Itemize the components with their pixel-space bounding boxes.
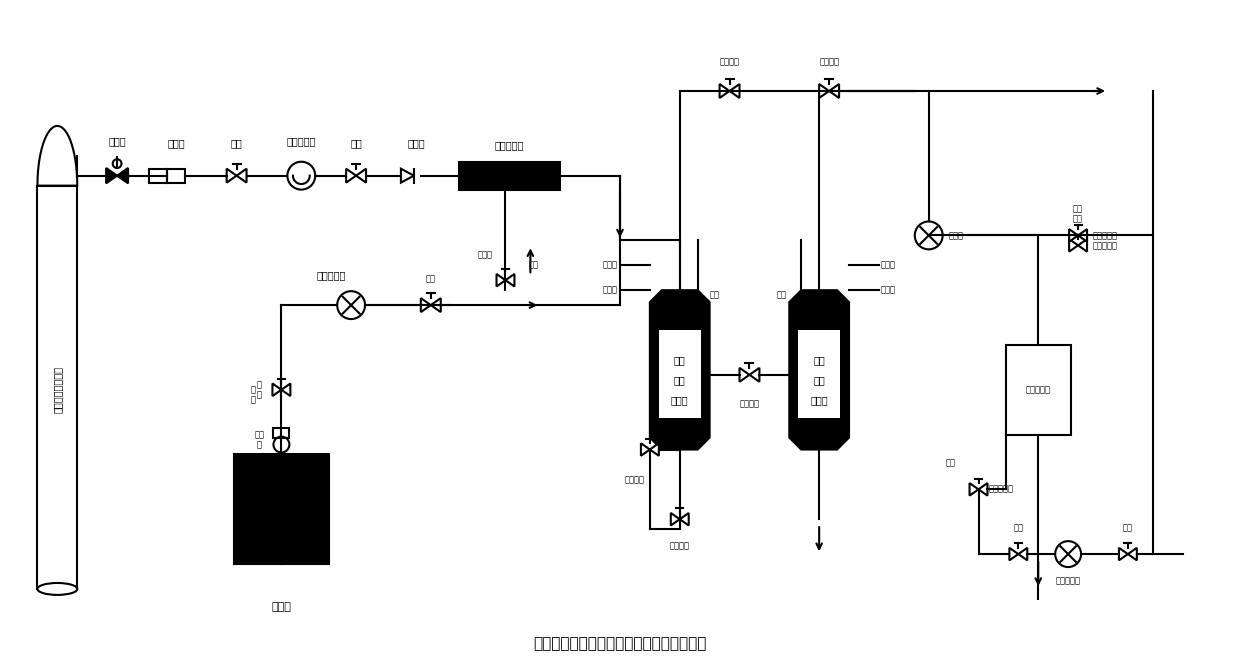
Text: 存储槽: 存储槽 xyxy=(272,602,291,612)
Bar xyxy=(459,162,560,189)
Text: 阀门: 阀门 xyxy=(528,261,538,270)
Polygon shape xyxy=(749,368,759,382)
Polygon shape xyxy=(1018,548,1027,561)
Text: 液体取样口: 液体取样口 xyxy=(988,485,1013,494)
Polygon shape xyxy=(237,169,247,183)
Bar xyxy=(693,296,702,320)
Text: 阀门: 阀门 xyxy=(425,274,435,283)
Text: 测温口: 测温口 xyxy=(603,286,618,294)
Text: 背压阀: 背压阀 xyxy=(949,231,963,240)
Text: 气体取样口: 气体取样口 xyxy=(1092,231,1118,240)
Polygon shape xyxy=(356,169,366,183)
Text: 恒温: 恒温 xyxy=(813,375,825,385)
Polygon shape xyxy=(346,169,356,183)
Bar xyxy=(799,330,839,417)
Text: 萃取釜: 萃取釜 xyxy=(811,395,828,405)
Text: 阀门: 阀门 xyxy=(946,458,956,468)
Polygon shape xyxy=(680,513,688,526)
Text: 测压口: 测压口 xyxy=(603,261,618,270)
Bar xyxy=(149,169,167,183)
Polygon shape xyxy=(496,274,506,286)
Polygon shape xyxy=(1118,548,1128,561)
Polygon shape xyxy=(420,298,430,312)
Polygon shape xyxy=(107,168,117,183)
Polygon shape xyxy=(273,383,281,396)
Polygon shape xyxy=(641,444,650,456)
Text: 仁
罐: 仁 罐 xyxy=(257,380,262,399)
Bar xyxy=(274,427,289,438)
Polygon shape xyxy=(978,483,987,496)
Text: 预热混合器: 预热混合器 xyxy=(495,140,525,150)
Bar xyxy=(234,454,329,564)
Text: 阀门: 阀门 xyxy=(1073,215,1083,223)
Ellipse shape xyxy=(37,583,77,595)
Polygon shape xyxy=(729,84,739,98)
Text: 恒温: 恒温 xyxy=(673,375,686,385)
Text: 低温循环泵: 低温循环泵 xyxy=(1055,576,1080,585)
Text: 二氧化碳泵: 二氧化碳泵 xyxy=(286,136,316,146)
Polygon shape xyxy=(1128,548,1137,561)
Polygon shape xyxy=(650,444,658,456)
Polygon shape xyxy=(650,290,709,450)
Text: 高压二氧化碳钢瓶: 高压二氧化碳钢瓶 xyxy=(52,366,62,413)
Polygon shape xyxy=(401,169,414,183)
Text: 置冷
水: 置冷 水 xyxy=(254,430,264,450)
Polygon shape xyxy=(1069,229,1078,242)
Polygon shape xyxy=(117,168,128,183)
Text: 过滤阀: 过滤阀 xyxy=(167,138,185,148)
Text: 高压平流泵: 高压平流泵 xyxy=(316,270,346,280)
Polygon shape xyxy=(671,513,680,526)
Bar xyxy=(1006,345,1070,435)
Polygon shape xyxy=(1078,239,1087,252)
Text: 耐腐蚀多工作模式超临界二氧化碳萃取系统: 耐腐蚀多工作模式超临界二氧化碳萃取系统 xyxy=(533,636,707,651)
Bar xyxy=(658,330,701,417)
Polygon shape xyxy=(820,84,830,98)
Polygon shape xyxy=(830,84,839,98)
Bar xyxy=(37,185,77,589)
Text: 减压阀: 减压阀 xyxy=(108,136,126,146)
Bar xyxy=(167,169,185,183)
Text: 第二阀门: 第二阀门 xyxy=(670,541,689,550)
Text: 气液分离器: 气液分离器 xyxy=(1025,385,1050,394)
Text: 阀门: 阀门 xyxy=(1123,523,1133,532)
Text: 阀门: 阀门 xyxy=(231,138,243,148)
Text: 仁
罐: 仁 罐 xyxy=(250,385,255,405)
Polygon shape xyxy=(1078,229,1087,242)
Text: 第二: 第二 xyxy=(813,355,825,365)
Polygon shape xyxy=(506,274,515,286)
Polygon shape xyxy=(970,483,978,496)
Polygon shape xyxy=(1009,548,1018,561)
Text: 粉体: 粉体 xyxy=(709,290,719,300)
Text: 阀门: 阀门 xyxy=(1013,523,1023,532)
Text: 粉液: 粉液 xyxy=(776,290,786,300)
Text: 置冷水: 置冷水 xyxy=(479,251,494,260)
Polygon shape xyxy=(430,298,440,312)
Polygon shape xyxy=(37,126,77,185)
Text: 第三阀门: 第三阀门 xyxy=(739,400,759,409)
Text: 测温口: 测温口 xyxy=(880,286,897,294)
Text: 气体取样口: 气体取样口 xyxy=(1092,241,1118,250)
Polygon shape xyxy=(790,290,849,450)
Text: 单向阀: 单向阀 xyxy=(407,138,424,148)
Text: 萃取釜: 萃取釜 xyxy=(671,395,688,405)
Text: 第一阀门: 第一阀门 xyxy=(625,475,645,484)
Polygon shape xyxy=(1069,239,1078,252)
Polygon shape xyxy=(227,169,237,183)
Text: 第四阀门: 第四阀门 xyxy=(719,57,739,66)
Polygon shape xyxy=(739,368,749,382)
Polygon shape xyxy=(719,84,729,98)
Text: 第五阀门: 第五阀门 xyxy=(820,57,839,66)
Text: 阀门: 阀门 xyxy=(350,138,362,148)
Polygon shape xyxy=(281,383,290,396)
Bar xyxy=(797,296,805,320)
Text: 阀门: 阀门 xyxy=(1073,205,1083,213)
Text: 测压口: 测压口 xyxy=(880,261,897,270)
Text: 第一: 第一 xyxy=(673,355,686,365)
